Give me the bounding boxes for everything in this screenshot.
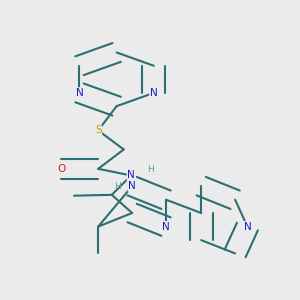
Text: N: N <box>244 222 251 232</box>
Text: H: H <box>147 165 153 174</box>
Text: O: O <box>57 164 65 174</box>
Text: S: S <box>95 125 101 135</box>
Text: N: N <box>128 181 136 191</box>
Text: N: N <box>162 222 170 232</box>
Text: H: H <box>114 182 121 191</box>
Text: N: N <box>150 88 158 98</box>
Text: N: N <box>127 170 135 181</box>
Text: N: N <box>76 88 83 98</box>
